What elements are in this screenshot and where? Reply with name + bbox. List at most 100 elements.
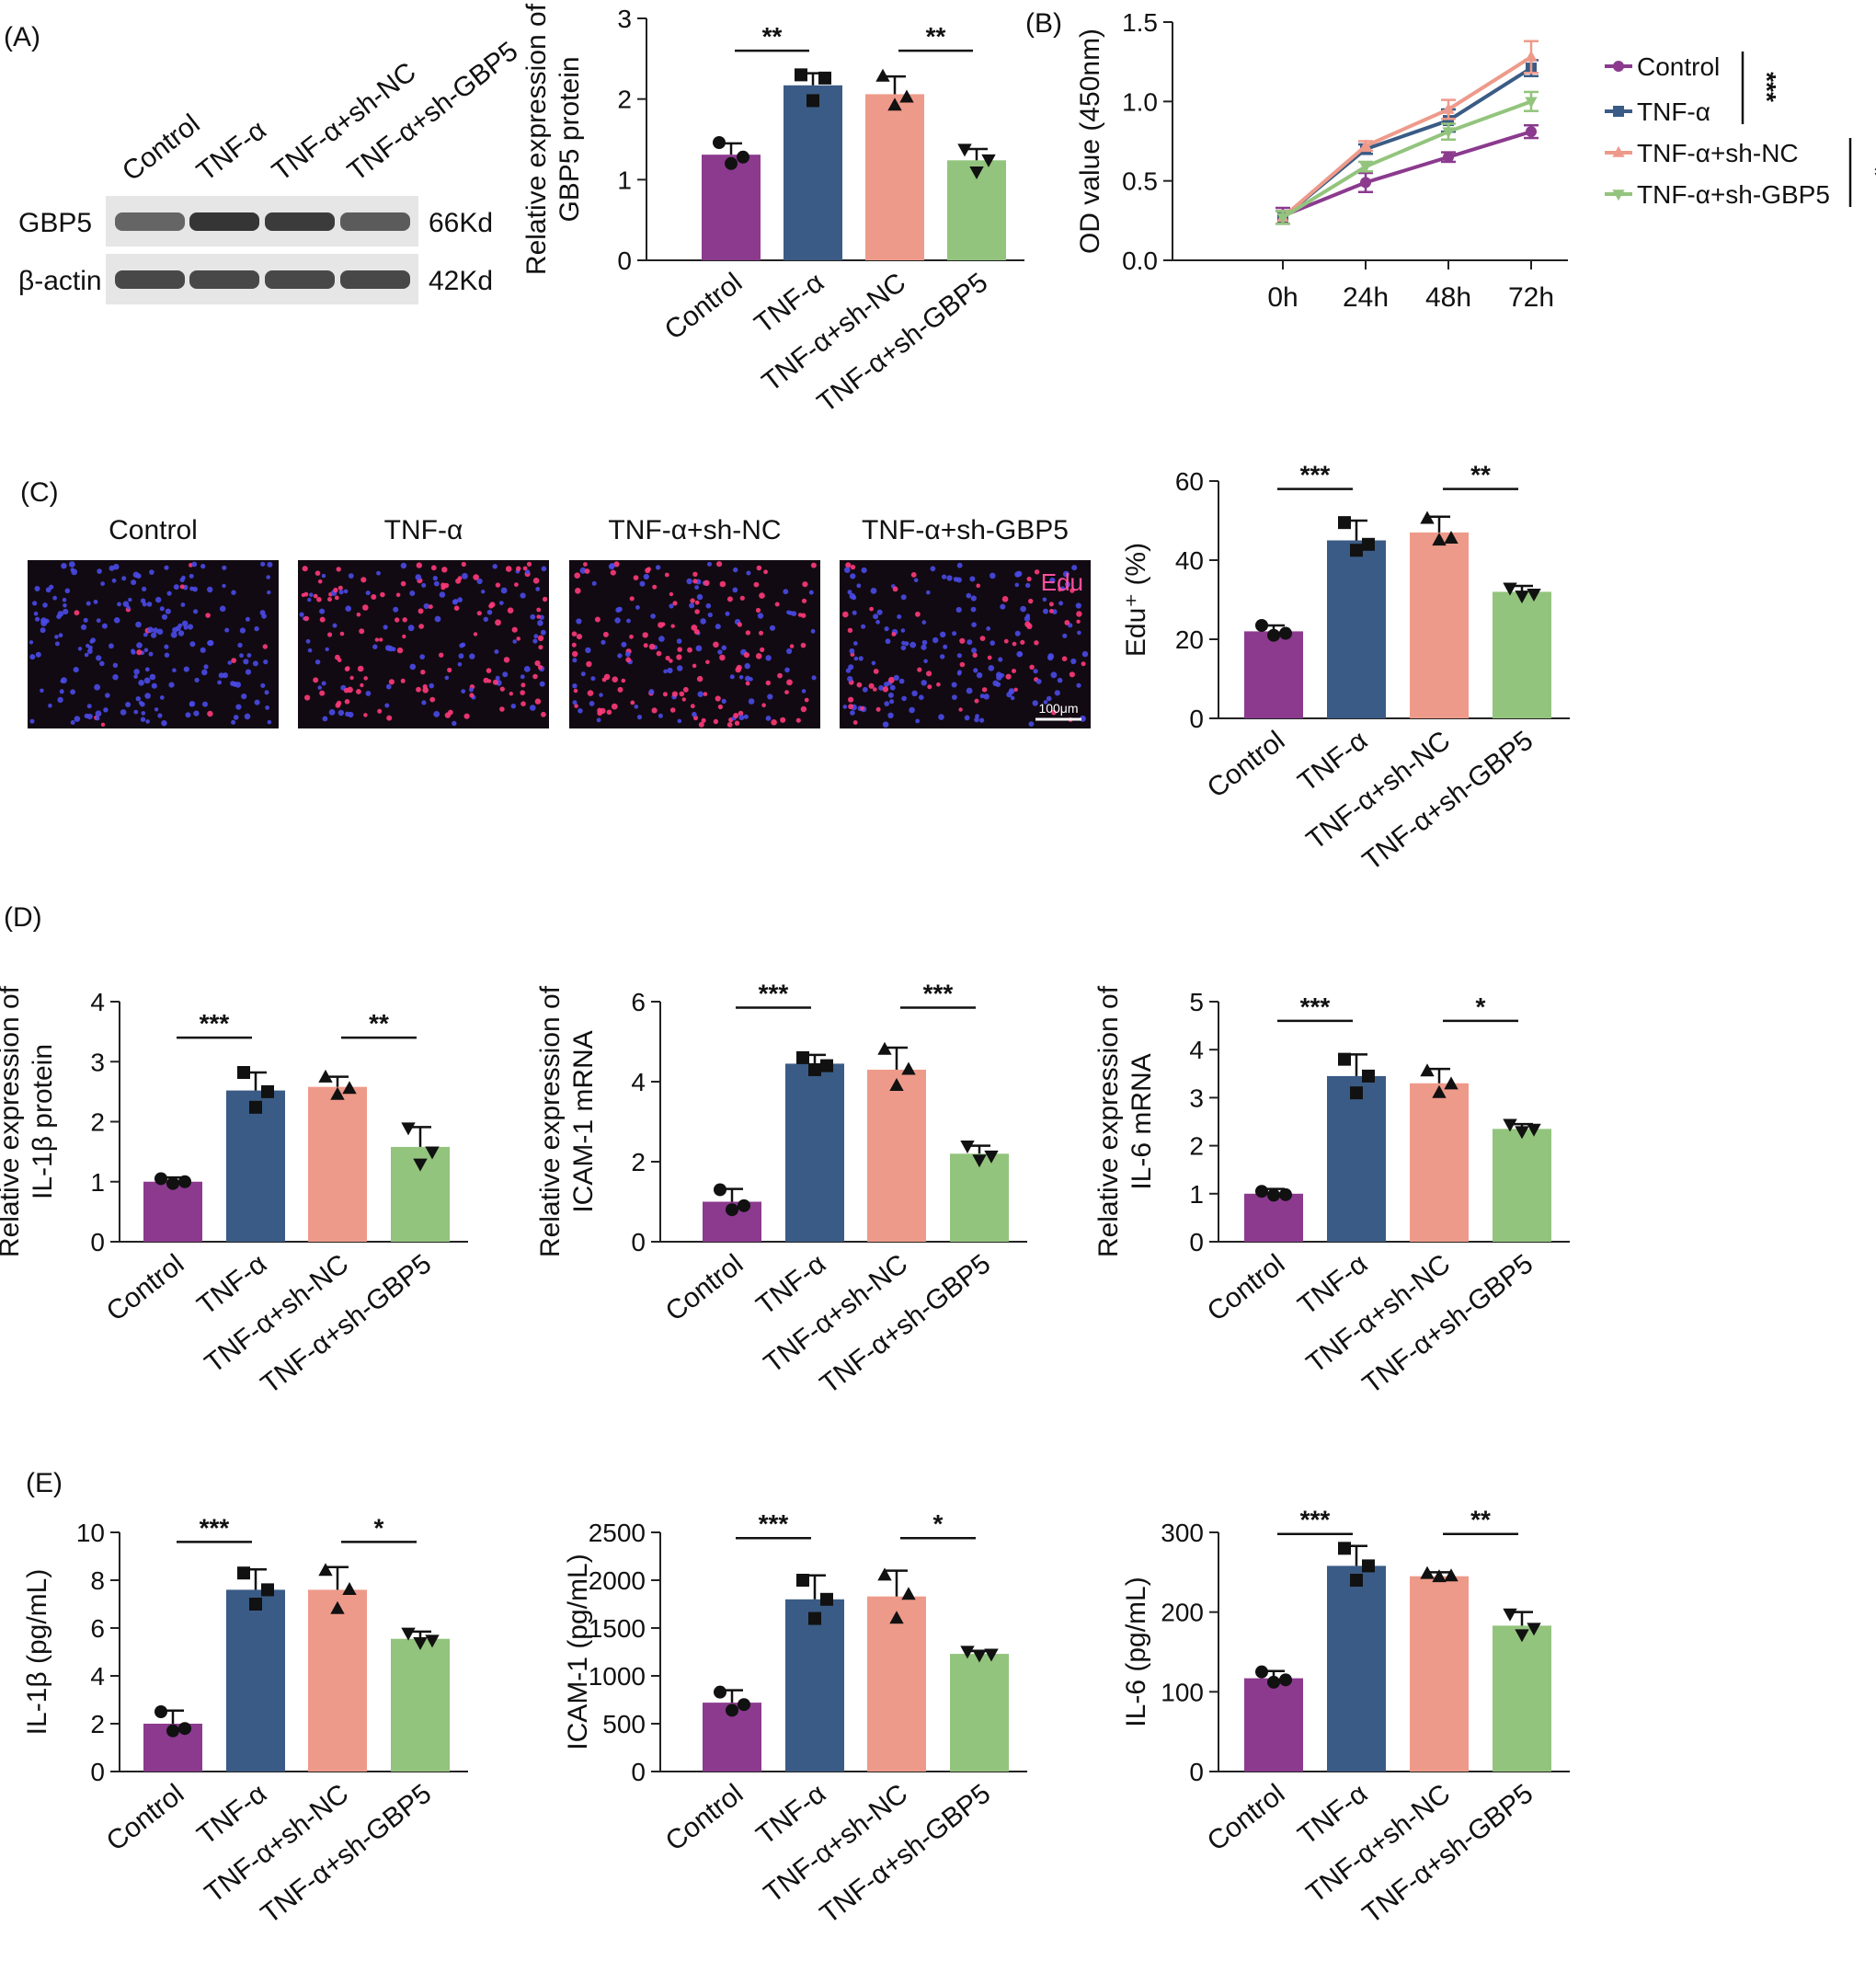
- bar-tnf-sh-nc: [867, 1596, 926, 1772]
- data-point: [1503, 1608, 1517, 1622]
- cell-nucleus: [629, 596, 635, 602]
- cell-nucleus: [1024, 621, 1031, 627]
- cell-nucleus: [84, 713, 90, 719]
- cell-nucleus: [845, 562, 852, 568]
- cell-nucleus: [131, 648, 135, 654]
- cell-nucleus: [514, 582, 519, 587]
- cell-nucleus: [692, 571, 698, 577]
- cell-nucleus: [1013, 687, 1018, 692]
- cell-nucleus: [884, 701, 889, 706]
- cell-nucleus: [585, 647, 591, 654]
- y-tick-label: 40: [1175, 546, 1204, 575]
- data-point: [972, 1649, 987, 1663]
- cell-nucleus: [402, 634, 406, 639]
- cell-nucleus: [862, 686, 868, 693]
- cell-nucleus: [873, 687, 877, 692]
- cell-nucleus: [873, 614, 879, 620]
- cell-nucleus: [400, 562, 407, 569]
- data-point: [249, 1598, 262, 1611]
- data-point: [1442, 102, 1455, 114]
- cell-nucleus: [953, 577, 959, 582]
- bar-control: [1244, 631, 1303, 718]
- cell-nucleus: [203, 664, 209, 670]
- y-tick-label: 6: [90, 1614, 105, 1643]
- cell-nucleus: [594, 616, 601, 623]
- y-tick-label: 0: [631, 1758, 646, 1786]
- bar-tnf: [1327, 540, 1386, 718]
- cell-nucleus: [534, 698, 542, 705]
- cell-nucleus: [70, 568, 74, 572]
- cell-nucleus: [756, 565, 762, 571]
- cell-nucleus: [207, 710, 213, 717]
- data-point: [166, 1724, 179, 1737]
- cell-nucleus: [503, 657, 510, 663]
- y-axis-label: Edu⁺ (%): [1121, 543, 1151, 657]
- cell-nucleus: [125, 702, 132, 707]
- cell-nucleus: [409, 663, 417, 671]
- cell-nucleus: [1001, 596, 1009, 602]
- blot-row-label-actin: β-actin: [18, 266, 102, 296]
- data-point: [1350, 1574, 1363, 1587]
- cell-nucleus: [62, 597, 67, 602]
- significance-label: **: [1470, 1506, 1491, 1534]
- cell-nucleus: [183, 666, 189, 672]
- cell-nucleus: [771, 719, 777, 726]
- chart-od-value: 0.0 0.5 1.0 1.5 OD value (450nm) 0h 24h 48h 72h C…: [1075, 8, 1876, 313]
- cell-nucleus: [143, 632, 148, 637]
- data-point: [877, 1041, 892, 1055]
- cell-nucleus: [317, 685, 323, 690]
- cell-nucleus: [244, 713, 251, 720]
- cell-nucleus: [313, 677, 319, 683]
- cell-nucleus: [146, 602, 153, 607]
- cell-nucleus: [617, 686, 623, 693]
- cell-nucleus: [74, 716, 81, 722]
- cell-nucleus: [193, 710, 200, 717]
- cell-nucleus: [80, 624, 87, 631]
- bar-tnf-sh-gbp5: [950, 1153, 1009, 1242]
- cell-nucleus: [677, 647, 682, 652]
- cell-nucleus: [998, 657, 1003, 662]
- cell-nucleus: [1054, 690, 1060, 696]
- cell-nucleus: [153, 627, 159, 634]
- y-axis-label: IL-6 mRNA: [1127, 1053, 1157, 1189]
- cell-nucleus: [786, 679, 793, 686]
- cell-nucleus: [617, 606, 623, 613]
- cell-nucleus: [418, 608, 424, 614]
- data-point: [960, 1141, 975, 1153]
- cell-nucleus: [338, 590, 344, 595]
- x-tick-label-24h: 24h: [1343, 282, 1389, 313]
- cell-nucleus: [70, 720, 75, 725]
- series-control: [1275, 123, 1539, 225]
- cell-nucleus: [873, 669, 879, 674]
- data-point: [413, 1637, 428, 1650]
- cell-nucleus: [665, 655, 670, 661]
- cell-nucleus: [495, 619, 501, 626]
- blot-band: [189, 212, 259, 231]
- cell-nucleus: [1058, 601, 1064, 606]
- cell-nucleus: [939, 631, 946, 637]
- cell-nucleus: [1050, 671, 1058, 679]
- cell-nucleus: [901, 640, 906, 646]
- cell-nucleus: [910, 572, 917, 578]
- data-point: [1350, 544, 1363, 557]
- cell-nucleus: [151, 632, 157, 638]
- data-point: [1525, 97, 1538, 109]
- cell-nucleus: [695, 645, 703, 652]
- cell-nucleus: [672, 601, 678, 606]
- data-point: [960, 1646, 975, 1659]
- cell-nucleus: [200, 564, 206, 569]
- cell-nucleus: [457, 576, 463, 581]
- cell-nucleus: [921, 680, 927, 686]
- cell-nucleus: [788, 611, 794, 615]
- data-point: [713, 136, 726, 150]
- data-point: [820, 1059, 833, 1072]
- cell-nucleus: [897, 614, 902, 619]
- cell-nucleus: [679, 691, 685, 697]
- cell-nucleus: [231, 590, 236, 595]
- data-point: [1279, 626, 1292, 640]
- data-point: [1503, 1118, 1517, 1132]
- micro-image: [28, 560, 279, 728]
- cell-nucleus: [974, 717, 979, 723]
- cell-nucleus: [422, 683, 428, 690]
- cell-nucleus: [356, 689, 361, 694]
